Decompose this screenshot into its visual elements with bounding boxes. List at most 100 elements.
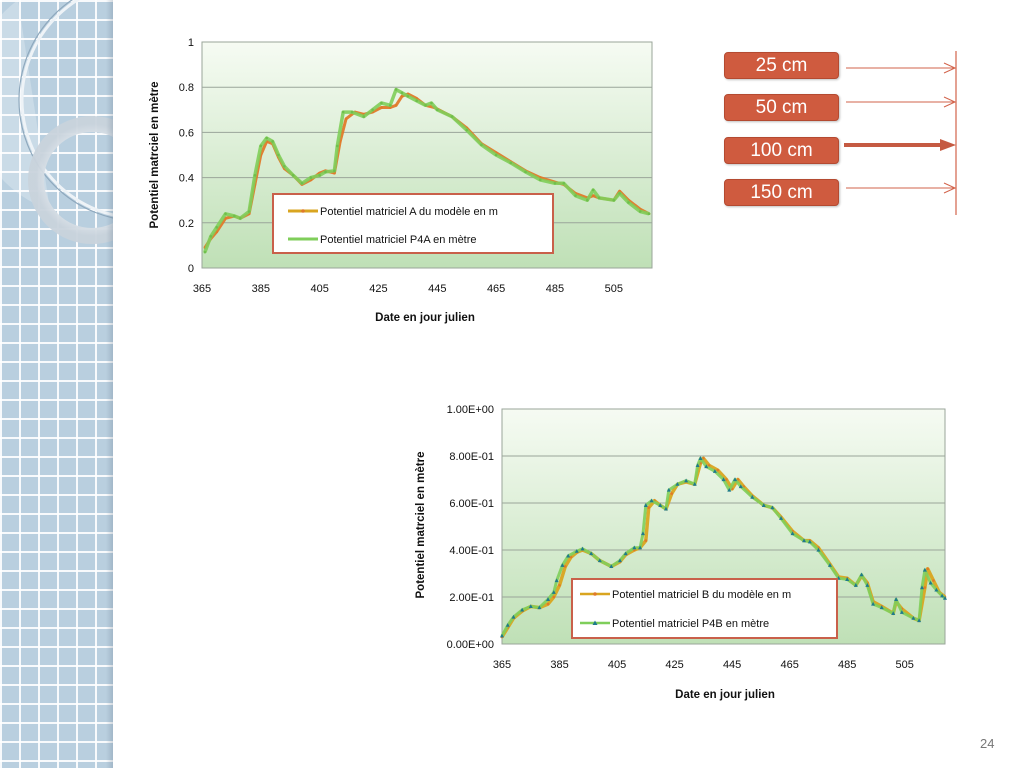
data-point — [647, 212, 651, 216]
data-point — [779, 516, 784, 520]
data-point — [277, 153, 280, 157]
data-point — [505, 623, 510, 627]
data-point — [524, 170, 527, 174]
x-axis-title: Date en jour julien — [375, 312, 475, 324]
data-point — [638, 545, 643, 550]
chart-a-svg: 00.20.40.60.81 365 385 405 425 445 465 485 505 … — [149, 37, 653, 324]
data-point — [558, 583, 561, 587]
data-point — [394, 88, 398, 91]
depth-label-50cm: 50 cm — [724, 94, 839, 121]
data-point — [362, 115, 366, 118]
data-point — [859, 572, 864, 577]
data-point — [562, 181, 566, 185]
depth-label-25cm: 25 cm — [724, 52, 839, 79]
data-point — [922, 567, 927, 572]
data-point — [899, 610, 904, 614]
legend-label-p4b: Potentiel matriciel P4B en mètre — [612, 618, 769, 630]
y-tick-label: 2.00E-01 — [449, 592, 494, 604]
data-point — [845, 577, 850, 581]
data-point — [663, 506, 668, 511]
data-point — [750, 494, 755, 499]
chart-b-svg: 0.00E+00 2.00E-01 4.00E-01 6.00E-01 8.00E-01… — [415, 404, 947, 701]
data-point — [640, 531, 645, 536]
data-point — [406, 94, 410, 98]
data-point — [233, 214, 236, 218]
data-point — [865, 583, 870, 587]
data-point — [627, 201, 630, 204]
y-tick-label: 1 — [188, 37, 194, 49]
x-tick-label: 505 — [605, 283, 623, 295]
data-point — [238, 216, 242, 220]
data-point — [537, 605, 542, 610]
legend: Potentiel matriciel A du modèle en m Pot… — [272, 193, 554, 254]
data-point — [291, 174, 295, 177]
data-point — [494, 153, 498, 157]
data-point — [554, 578, 559, 583]
data-point — [658, 503, 663, 507]
data-point — [684, 478, 689, 483]
x-tick-label: 445 — [723, 659, 741, 671]
data-point — [725, 478, 728, 481]
arrow-icon-100cm-highlighted — [844, 139, 956, 151]
x-tick-label: 485 — [546, 283, 564, 295]
legend: Potentiel matriciel B du modèle en m Pot… — [571, 578, 838, 639]
data-point — [259, 144, 263, 148]
data-point — [546, 597, 551, 601]
data-point — [283, 165, 286, 168]
data-point — [597, 558, 602, 563]
data-point — [632, 545, 637, 550]
y-axis-title: Potentiel matrciel en mètre — [149, 82, 161, 229]
data-point — [807, 539, 812, 544]
data-point — [300, 181, 304, 185]
data-point — [566, 553, 571, 558]
legend-box — [571, 578, 838, 639]
data-point — [894, 597, 899, 601]
x-tick-label: 445 — [428, 283, 446, 295]
y-tick-label: 0.4 — [179, 173, 194, 185]
data-point — [435, 108, 439, 112]
data-point — [675, 482, 680, 486]
data-point — [617, 558, 622, 563]
data-point — [698, 456, 703, 460]
legend-label-model-a: Potentiel matriciel A du modèle en m — [320, 206, 498, 218]
data-point — [318, 174, 321, 177]
y-tick-label: 0.6 — [179, 127, 194, 139]
data-point — [597, 196, 601, 200]
data-point — [265, 136, 269, 140]
data-point — [551, 590, 556, 594]
data-point — [333, 169, 336, 173]
data-point — [919, 585, 924, 590]
data-point — [591, 194, 595, 197]
data-point — [580, 546, 585, 551]
data-point — [891, 611, 896, 616]
data-point — [424, 103, 427, 107]
x-tick-label: 405 — [608, 659, 626, 671]
data-point — [727, 487, 732, 492]
data-point — [203, 250, 207, 254]
x-axis-title: Date en jour julien — [675, 689, 775, 701]
data-point — [721, 477, 726, 482]
y-tick-label: 4.00E-01 — [449, 545, 494, 557]
data-point — [707, 464, 711, 467]
data-point — [589, 551, 594, 556]
decorative-sidebar — [0, 0, 113, 768]
data-point — [574, 548, 579, 553]
data-point — [923, 586, 927, 589]
data-point — [509, 161, 513, 165]
data-point — [394, 103, 398, 107]
x-tick-label: 385 — [550, 659, 568, 671]
x-tick-label: 425 — [665, 659, 683, 671]
data-point — [224, 212, 227, 216]
data-point — [247, 210, 251, 213]
data-point — [341, 110, 345, 114]
data-point — [926, 567, 930, 571]
data-point — [853, 583, 858, 587]
data-point — [802, 538, 807, 543]
x-tick-label: 505 — [896, 659, 914, 671]
data-point — [618, 192, 621, 195]
data-point — [612, 198, 616, 202]
data-point — [563, 565, 567, 568]
legend-label-p4a: Potentiel matriciel P4A en mètre — [320, 234, 477, 246]
data-point — [215, 226, 219, 229]
data-point — [388, 103, 392, 107]
